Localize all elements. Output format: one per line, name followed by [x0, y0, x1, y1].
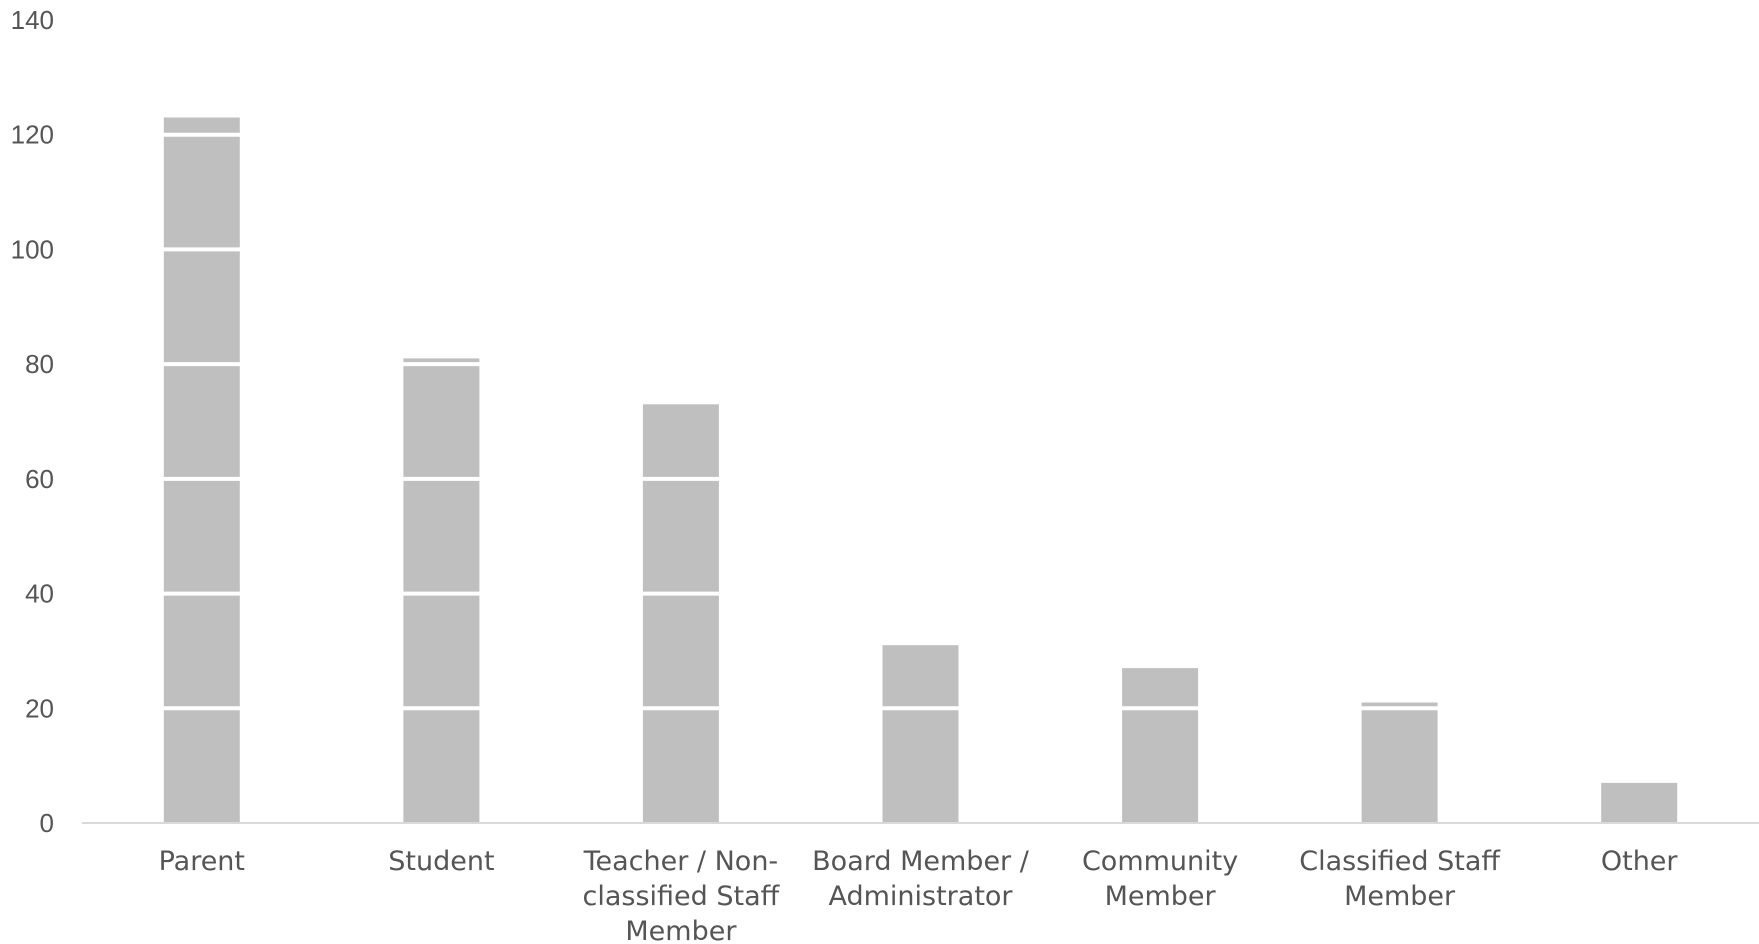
bar — [163, 117, 240, 823]
y-tick-label: 60 — [25, 464, 54, 494]
x-category-label-line: Other — [1601, 846, 1679, 877]
x-category-label-line: Teacher / Non- — [583, 846, 779, 877]
bar — [882, 645, 959, 823]
y-tick-label: 100 — [11, 234, 54, 264]
x-category-label-line: Classified Staff — [1299, 846, 1501, 877]
x-category-label-line: Student — [388, 846, 494, 877]
y-tick-label: 20 — [25, 693, 54, 723]
y-tick-label: 0 — [40, 808, 54, 838]
y-tick-labels: 0 20 40 60 80 100 120 140 — [11, 5, 54, 838]
bar — [1601, 782, 1678, 823]
x-category-label-line: Board Member / — [812, 846, 1030, 877]
y-tick-label: 40 — [25, 579, 54, 609]
x-category-label: Student — [388, 846, 494, 877]
bar — [1361, 702, 1438, 823]
x-category-label: Teacher / Non-classified Staff Member — [583, 846, 781, 944]
x-category-label-line: Member — [625, 916, 737, 944]
x-category-label-line: Community — [1082, 846, 1238, 877]
y-tick-label: 80 — [25, 349, 54, 379]
bar — [403, 358, 480, 823]
x-category-label: Parent — [159, 846, 245, 877]
y-tick-label: 140 — [11, 5, 54, 35]
x-category-label-line: Parent — [159, 846, 245, 877]
x-category-label: Board Member / Administrator — [812, 846, 1030, 912]
bar — [642, 404, 719, 823]
x-category-label: Other — [1601, 846, 1679, 877]
x-category-label-line: classified Staff — [583, 881, 781, 912]
x-category-label-line: Member — [1105, 881, 1217, 912]
x-category-label: Classified Staff Member — [1299, 846, 1501, 912]
x-category-label: Community Member — [1082, 846, 1238, 912]
bars-layer — [163, 117, 1678, 823]
y-tick-label: 120 — [11, 120, 54, 150]
x-category-label-line: Administrator — [828, 881, 1013, 912]
x-category-labels: Parent Student Teacher / Non-classified St… — [159, 846, 1679, 944]
x-category-label-line: Member — [1344, 881, 1456, 912]
bar — [1122, 668, 1199, 823]
gridlines-layer — [82, 18, 1759, 711]
